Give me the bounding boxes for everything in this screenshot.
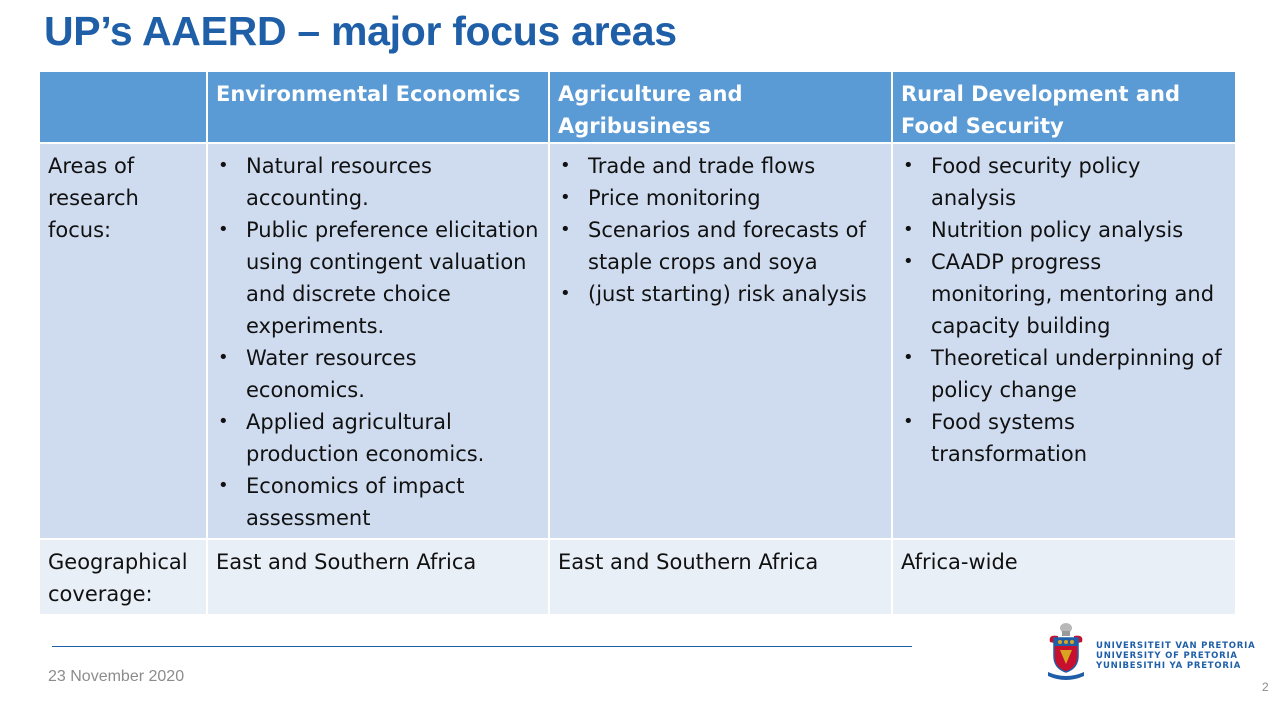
list-item: Applied agricultural production economic… xyxy=(216,406,540,470)
university-crest-icon xyxy=(1048,623,1084,680)
university-name-afrikaans: UNIVERSITEIT VAN PRETORIA xyxy=(1096,641,1256,651)
list-item: CAADP progress monitoring, mentoring and… xyxy=(901,246,1227,342)
list-item: Trade and trade flows xyxy=(558,150,883,182)
cell-agriculture-coverage: East and Southern Africa xyxy=(548,538,893,616)
cell-environmental-focus: Natural resources accounting. Public pre… xyxy=(206,142,550,540)
row-label-research-focus: Areas of research focus: xyxy=(38,142,208,540)
table-header-row: Environmental Economics Agriculture and … xyxy=(38,70,1237,144)
table-row-geographical-coverage: Geographical coverage: East and Southern… xyxy=(38,538,1237,616)
cell-environmental-coverage: East and Southern Africa xyxy=(206,538,550,616)
cell-agriculture-focus: Trade and trade flows Price monitoring S… xyxy=(548,142,893,540)
university-name-english: UNIVERSITY OF PRETORIA xyxy=(1096,651,1238,661)
table-row-research-focus: Areas of research focus: Natural resourc… xyxy=(38,142,1237,540)
list-item: (just starting) risk analysis xyxy=(558,278,883,310)
university-logo: UNIVERSITEIT VAN PRETORIA UNIVERSITY OF … xyxy=(1046,620,1255,682)
header-rural-development: Rural Development and Food Security xyxy=(891,70,1237,144)
university-name: UNIVERSITEIT VAN PRETORIA UNIVERSITY OF … xyxy=(1096,641,1255,671)
slide-title: UP’s AAERD – major focus areas xyxy=(44,8,677,54)
header-empty-cell xyxy=(38,70,208,144)
cell-rural-focus: Food security policy analysis Nutrition … xyxy=(891,142,1237,540)
list-item: Natural resources accounting. xyxy=(216,150,540,214)
list-item: Price monitoring xyxy=(558,182,883,214)
list-item: Food security policy analysis xyxy=(901,150,1227,214)
header-agriculture-agribusiness: Agriculture and Agribusiness xyxy=(548,70,893,144)
bullet-list-environmental: Natural resources accounting. Public pre… xyxy=(216,150,540,534)
page-number: 2 xyxy=(1262,680,1269,694)
list-item: Scenarios and forecasts of staple crops … xyxy=(558,214,883,278)
list-item: Economics of impact assessment xyxy=(216,470,540,534)
header-environmental-economics: Environmental Economics xyxy=(206,70,550,144)
list-item: Theoretical underpinning of policy chang… xyxy=(901,342,1227,406)
list-item: Water resources economics. xyxy=(216,342,540,406)
bullet-list-rural: Food security policy analysis Nutrition … xyxy=(901,150,1227,470)
row-label-geographical-coverage: Geographical coverage: xyxy=(38,538,208,616)
cell-rural-coverage: Africa-wide xyxy=(891,538,1237,616)
university-name-sepedi: YUNIBESITHI YA PRETORIA xyxy=(1096,661,1242,671)
list-item: Public preference elicitation using cont… xyxy=(216,214,540,342)
list-item: Food systems transformation xyxy=(901,406,1227,470)
slide-date: 23 November 2020 xyxy=(48,668,185,685)
focus-areas-table: Environmental Economics Agriculture and … xyxy=(38,70,1237,616)
footer-divider xyxy=(52,646,912,647)
bullet-list-agriculture: Trade and trade flows Price monitoring S… xyxy=(558,150,883,310)
list-item: Nutrition policy analysis xyxy=(901,214,1227,246)
